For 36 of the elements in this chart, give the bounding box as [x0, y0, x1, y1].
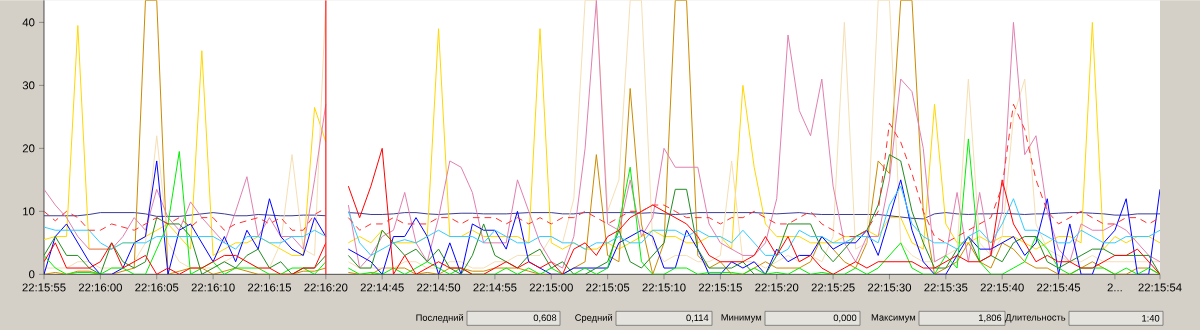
x-tick-label: 22:16:20 — [304, 283, 348, 292]
x-tick-label: 22:16:10 — [191, 283, 235, 292]
x-tick-label: 22:16:05 — [135, 283, 179, 292]
x-tick-label: 22:15:10 — [642, 283, 686, 292]
x-tick-label: 2... — [1107, 283, 1122, 292]
text: 1:40 — [1142, 314, 1160, 322]
y-tick-label: 30 — [22, 81, 35, 90]
x-tick-label: 22:16:00 — [78, 283, 122, 292]
y-tick-label: 40 — [22, 18, 35, 27]
x-tick-label: 22:15:00 — [529, 283, 573, 292]
x-tick-label: 22:15:35 — [924, 283, 968, 292]
x-tick-label: 22:14:45 — [360, 283, 404, 292]
x-tick-label: 22:15:15 — [698, 283, 742, 292]
y-tick-label: 10 — [23, 207, 35, 216]
y-tick-label: 0 — [29, 270, 35, 279]
text: Последний — [416, 313, 464, 323]
text: 0,000 — [833, 314, 857, 323]
x-tick-label: 22:15:45 — [1037, 283, 1081, 292]
x-tick-label: 22:14:55 — [473, 283, 517, 292]
text: 1,806 — [979, 314, 1002, 323]
text: Длительность — [1005, 314, 1066, 323]
x-tick-label: 22:15:20 — [755, 283, 799, 292]
x-tick-label: 22:15:55 — [22, 283, 66, 292]
x-tick-label: 22:15:30 — [867, 283, 912, 292]
x-tick-label: 22:14:50 — [417, 283, 461, 292]
x-tick-label: 22:15:05 — [586, 283, 630, 292]
text: Средний — [575, 313, 613, 323]
text: 0,608 — [533, 314, 557, 323]
text: Максимум — [871, 313, 916, 323]
x-tick-label: 22:15:54 — [1138, 283, 1182, 292]
y-tick-label: 20 — [22, 144, 35, 153]
x-tick-label: 22:16:15 — [247, 283, 292, 292]
text: 0,114 — [686, 314, 709, 323]
text: Минимум — [721, 313, 762, 323]
x-tick-label: 22:15:25 — [811, 283, 855, 292]
x-tick-label: 22:15:40 — [980, 283, 1024, 292]
